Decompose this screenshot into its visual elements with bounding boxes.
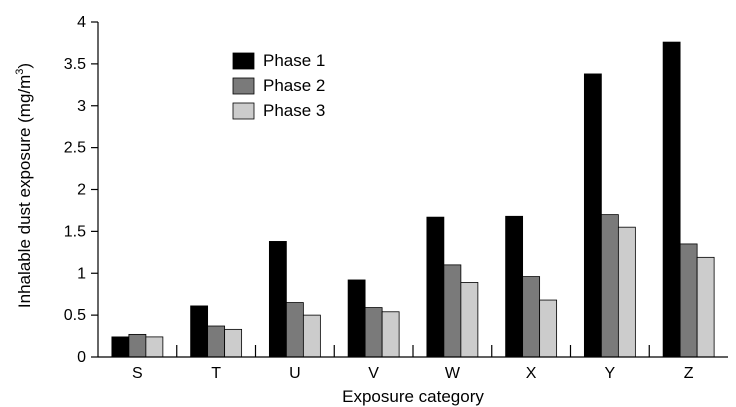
bar-phase-1-u bbox=[268, 241, 287, 358]
y-tick-label: 1.5 bbox=[64, 223, 86, 240]
bar-phase-3-w bbox=[460, 282, 479, 358]
bar-phase-1-w bbox=[426, 216, 445, 358]
y-tick-label: 0 bbox=[77, 349, 86, 366]
y-tick-label: 3.5 bbox=[64, 56, 86, 73]
bar-phase-1-y bbox=[583, 73, 602, 358]
legend: Phase 1 Phase 2 Phase 3 bbox=[232, 51, 325, 120]
legend-swatch-2 bbox=[232, 77, 255, 95]
legend-label-3: Phase 3 bbox=[263, 101, 325, 120]
x-tick-label: U bbox=[289, 365, 301, 382]
x-axis-title: Exposure category bbox=[342, 387, 484, 406]
bar-phase-3-s bbox=[145, 336, 164, 358]
y-tick-label: 3 bbox=[77, 98, 86, 115]
bar-phase-3-z bbox=[696, 256, 715, 358]
y-ticks-group: 0 0.5 1 1.5 2 2.5 3 3.5 4 bbox=[64, 14, 98, 366]
y-tick-label: 1 bbox=[77, 265, 86, 282]
bar-phase-3-x bbox=[539, 299, 558, 358]
bar-phase-2-z bbox=[679, 243, 698, 358]
bar-phase-1-s bbox=[111, 336, 130, 358]
y-axis-title-superscript: 3 bbox=[14, 69, 26, 75]
bar-phase-1-z bbox=[662, 41, 681, 358]
bar-phase-3-t bbox=[224, 328, 243, 358]
y-axis-title: Inhalable dust exposure (mg/m3) bbox=[14, 63, 34, 308]
bar-phase-2-t bbox=[207, 325, 226, 358]
bar-phase-3-u bbox=[302, 314, 321, 358]
y-axis-title-close: ) bbox=[15, 63, 34, 69]
bar-phase-3-y bbox=[617, 226, 636, 358]
x-tick-label: Z bbox=[684, 365, 694, 382]
y-tick-label: 4 bbox=[77, 14, 86, 31]
bar-phase-1-v bbox=[347, 279, 366, 358]
x-tick-label: V bbox=[368, 365, 379, 382]
legend-label-1: Phase 1 bbox=[263, 51, 325, 70]
bar-phase-1-x bbox=[505, 215, 524, 358]
y-tick-label: 2.5 bbox=[64, 140, 86, 157]
y-tick-label: 2 bbox=[77, 182, 86, 199]
y-tick-label: 0.5 bbox=[64, 307, 86, 324]
x-tick-label: T bbox=[211, 365, 221, 382]
x-tick-label: Y bbox=[605, 365, 616, 382]
bar-phase-2-u bbox=[285, 302, 304, 358]
x-ticks-group: S T U V W X Y Z bbox=[132, 345, 694, 382]
bar-phase-2-w bbox=[443, 264, 462, 358]
legend-swatch-1 bbox=[232, 52, 255, 70]
x-tick-label: X bbox=[526, 365, 537, 382]
bar-phase-2-x bbox=[522, 276, 541, 358]
x-tick-label: W bbox=[445, 365, 461, 382]
legend-label-2: Phase 2 bbox=[263, 76, 325, 95]
bar-phase-2-s bbox=[128, 333, 147, 358]
bar-phase-3-v bbox=[381, 311, 400, 358]
bar-phase-2-v bbox=[364, 307, 383, 358]
x-tick-label: S bbox=[132, 365, 143, 382]
bar-phase-2-y bbox=[600, 214, 619, 358]
legend-swatch-3 bbox=[232, 102, 255, 120]
y-axis-title-main: Inhalable dust exposure (mg/m bbox=[15, 75, 34, 308]
bars-group bbox=[111, 41, 715, 358]
bar-phase-1-t bbox=[190, 305, 209, 358]
